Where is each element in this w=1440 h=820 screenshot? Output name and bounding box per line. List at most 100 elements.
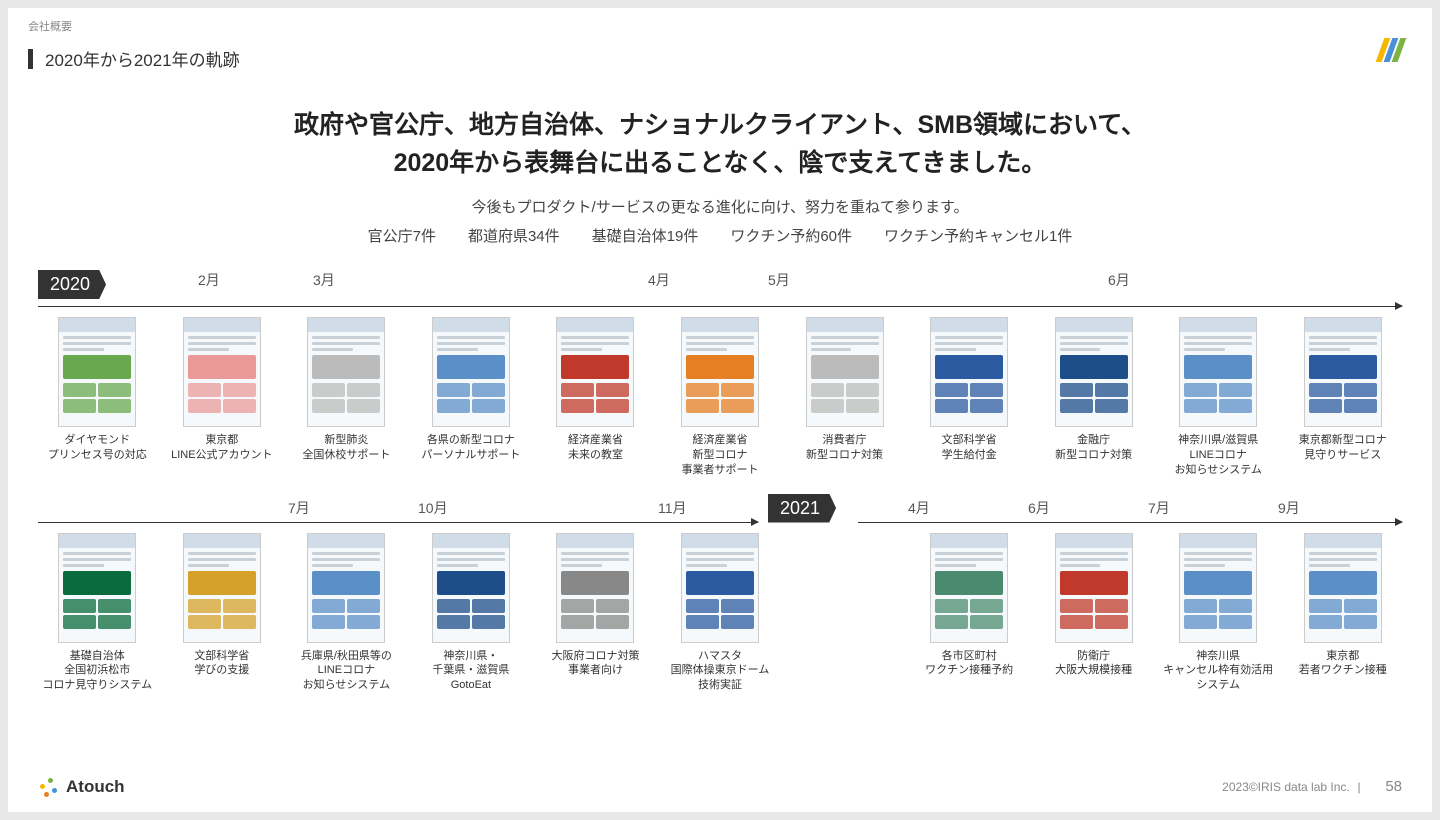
- timeline-card: 東京都 LINE公式アカウント: [163, 317, 282, 478]
- month-label: 6月: [1028, 498, 1050, 518]
- headline: 政府や官公庁、地方自治体、ナショナルクライアント、SMB領域において、 2020…: [8, 107, 1432, 182]
- card-label: 防衛庁 大阪大規模接種: [1055, 649, 1132, 679]
- app-screenshot: [58, 533, 136, 643]
- card-label: 文部科学省 学生給付金: [942, 433, 997, 463]
- card-label: 経済産業省 新型コロナ 事業者サポート: [682, 433, 759, 478]
- card-label: 各県の新型コロナ パーソナルサポート: [421, 433, 520, 463]
- page-number: 58: [1385, 778, 1402, 795]
- stat-item: ワクチン予約キャンセル1件: [884, 228, 1072, 245]
- breadcrumb: 会社概要: [8, 18, 1432, 40]
- timeline-card: 基礎自治体 全国初浜松市 コロナ見守りシステム: [38, 533, 157, 694]
- app-screenshot: [1304, 533, 1382, 643]
- app-screenshot: [58, 317, 136, 427]
- app-screenshot: [1055, 533, 1133, 643]
- timeline-card: 神奈川県・ 千葉県・滋賀県 GotoEat: [412, 533, 531, 694]
- card-label: 金融庁 新型コロナ対策: [1055, 433, 1132, 463]
- headline-line1: 政府や官公庁、地方自治体、ナショナルクライアント、SMB領域において、: [8, 107, 1432, 145]
- timeline-2021: 7月10月11月4月6月7月9月2021 基礎自治体 全国初浜松市 コロナ見守り…: [8, 498, 1432, 694]
- section-title-text: 2020年から2021年の軌跡: [45, 46, 240, 71]
- app-screenshot: [432, 533, 510, 643]
- stat-item: 都道府県34件: [468, 228, 560, 245]
- subtext: 今後もプロダクト/サービスの更なる進化に向け、努力を重ねて参ります。: [8, 196, 1432, 217]
- app-screenshot: [556, 533, 634, 643]
- stat-item: ワクチン予約60件: [730, 228, 852, 245]
- month-label: 11月: [658, 498, 687, 518]
- app-screenshot: [806, 317, 884, 427]
- timeline-card: 各県の新型コロナ パーソナルサポート: [412, 317, 531, 478]
- card-label: 神奈川県 キャンセル枠有効活用 システム: [1163, 649, 1273, 694]
- card-label: ダイヤモンド プリンセス号の対応: [48, 433, 147, 463]
- card-label: 東京都新型コロナ 見守りサービス: [1299, 433, 1387, 463]
- card-label: 神奈川県・ 千葉県・滋賀県 GotoEat: [432, 649, 509, 694]
- timeline-card: 文部科学省 学生給付金: [910, 317, 1029, 478]
- month-label: 9月: [1278, 498, 1300, 518]
- accent-slashes: [1380, 38, 1402, 62]
- timeline-card: ハマスタ 国際体操東京ドーム 技術実証: [661, 533, 780, 694]
- timeline-card: 文部科学省 学びの支援: [163, 533, 282, 694]
- app-screenshot: [1179, 533, 1257, 643]
- timeline-header-2020: 2020 2月 3月 4月 5月 6月: [38, 270, 1402, 304]
- year-flag-2020: 2020: [38, 270, 106, 299]
- title-accent-bar: [28, 49, 33, 69]
- timeline-card: 大阪府コロナ対策 事業者向け: [536, 533, 655, 694]
- app-screenshot: [183, 317, 261, 427]
- app-screenshot: [307, 317, 385, 427]
- timeline-card: 神奈川県/滋賀県 LINEコロナ お知らせシステム: [1159, 317, 1278, 478]
- cards-row-2: 基礎自治体 全国初浜松市 コロナ見守りシステム 文部科学省 学びの支援 兵庫県/秋田…: [38, 533, 1402, 694]
- slide: 会社概要 2020年から2021年の軌跡 政府や官公庁、地方自治体、ナショナルク…: [8, 8, 1432, 812]
- timeline-card: 神奈川県 キャンセル枠有効活用 システム: [1159, 533, 1278, 694]
- timeline-card: 経済産業省 未来の教室: [536, 317, 655, 478]
- month-label: 5月: [768, 270, 790, 290]
- timeline-card: 兵庫県/秋田県等の LINEコロナ お知らせシステム: [287, 533, 406, 694]
- app-screenshot: [1055, 317, 1133, 427]
- timeline-arrow-row2: [38, 522, 1402, 523]
- timeline-card: ダイヤモンド プリンセス号の対応: [38, 317, 157, 478]
- app-screenshot: [1304, 317, 1382, 427]
- month-label: 4月: [908, 498, 930, 518]
- app-screenshot: [930, 317, 1008, 427]
- card-label: ハマスタ 国際体操東京ドーム 技術実証: [671, 649, 770, 694]
- timeline-arrow-2020: [38, 306, 1402, 307]
- timeline-header-row2: 7月10月11月4月6月7月9月2021: [38, 498, 1402, 520]
- app-screenshot: [432, 317, 510, 427]
- app-screenshot: [556, 317, 634, 427]
- timeline-card: 防衛庁 大阪大規模接種: [1034, 533, 1153, 694]
- month-label: 6月: [1108, 270, 1130, 290]
- month-label: 10月: [418, 498, 448, 518]
- month-label: 7月: [1148, 498, 1170, 518]
- card-label: 文部科学省 学びの支援: [194, 649, 249, 679]
- brand-text: Atouch: [66, 777, 125, 797]
- month-label: 4月: [648, 270, 670, 290]
- separator: |: [1354, 780, 1367, 794]
- timeline-2020: 2020 2月 3月 4月 5月 6月 ダイヤモンド プリンセス号の対応東京都 LINE…: [8, 270, 1432, 478]
- brand: Atouch: [38, 776, 125, 798]
- card-label: 大阪府コロナ対策 事業者向け: [551, 649, 639, 679]
- app-screenshot: [681, 533, 759, 643]
- section-title: 2020年から2021年の軌跡: [8, 40, 1432, 77]
- app-screenshot: [930, 533, 1008, 643]
- card-label: 兵庫県/秋田県等の LINEコロナ お知らせシステム: [301, 649, 392, 694]
- month-label: 3月: [313, 270, 335, 290]
- app-screenshot: [1179, 317, 1257, 427]
- headline-line2: 2020年から表舞台に出ることなく、陰で支えてきました。: [8, 145, 1432, 183]
- card-label: 基礎自治体 全国初浜松市 コロナ見守りシステム: [42, 649, 152, 694]
- card-label: 経済産業省 未来の教室: [568, 433, 623, 463]
- year-flag-2021: 2021: [768, 494, 836, 523]
- brand-icon: [38, 776, 60, 798]
- stat-item: 基礎自治体19件: [592, 228, 699, 245]
- card-label: 消費者庁 新型コロナ対策: [806, 433, 883, 463]
- card-label: 東京都 LINE公式アカウント: [171, 433, 272, 463]
- timeline-card: 東京都 若者ワクチン接種: [1283, 533, 1402, 694]
- cards-row-1: ダイヤモンド プリンセス号の対応東京都 LINE公式アカウント新型肺炎 全国休校…: [38, 317, 1402, 478]
- stat-item: 官公庁7件: [368, 228, 436, 245]
- card-label: 各市区町村 ワクチン接種予約: [925, 649, 1013, 679]
- app-screenshot: [681, 317, 759, 427]
- card-label: 神奈川県/滋賀県 LINEコロナ お知らせシステム: [1174, 433, 1261, 478]
- timeline-card: 経済産業省 新型コロナ 事業者サポート: [661, 317, 780, 478]
- stats-row: 官公庁7件 都道府県34件 基礎自治体19件 ワクチン予約60件 ワクチン予約キャンセル…: [8, 225, 1432, 246]
- month-label: 2月: [198, 270, 220, 290]
- timeline-card: 消費者庁 新型コロナ対策: [785, 317, 904, 478]
- copyright: 2023©IRIS data lab Inc.: [1222, 780, 1350, 794]
- footer: Atouch 2023©IRIS data lab Inc. | 58: [8, 776, 1432, 798]
- footer-right: 2023©IRIS data lab Inc. | 58: [1222, 778, 1402, 796]
